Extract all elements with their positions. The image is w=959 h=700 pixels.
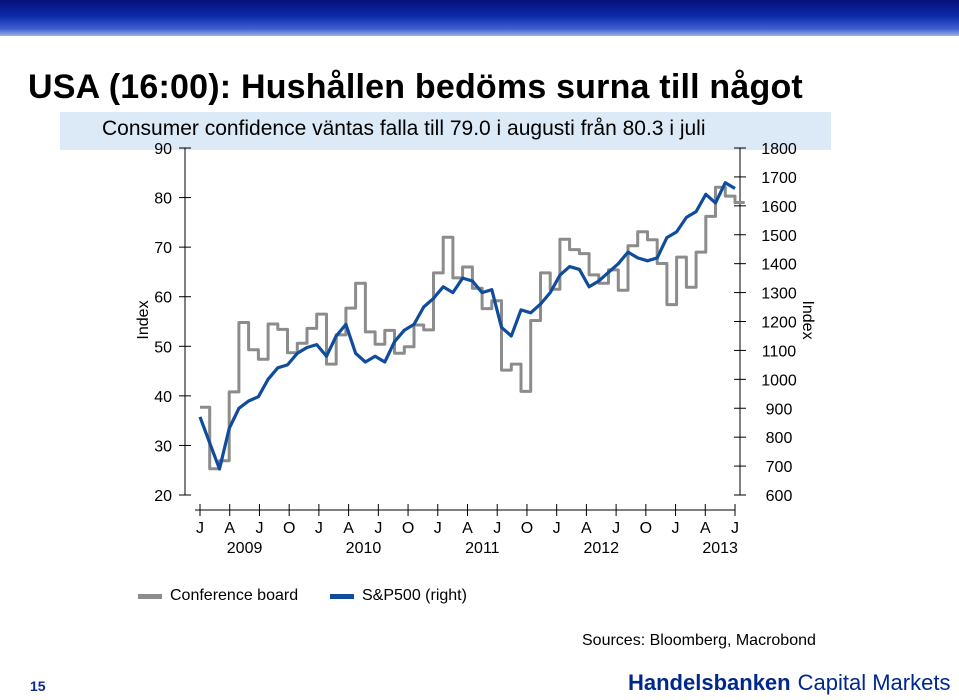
series-line-conference-board <box>200 185 745 471</box>
left-axis-label: Index <box>135 300 152 339</box>
x-tick-label: J <box>612 520 620 537</box>
right-axis: 600 700 800 900 1000 1100 1200 1300 1400 1500 1600… <box>734 141 797 505</box>
right-tick-label: 900 <box>766 401 793 418</box>
year-label: 2010 <box>346 540 382 557</box>
left-tick-label: 70 <box>154 240 172 257</box>
legend-swatch-conference-board <box>138 593 162 599</box>
x-tick-label: A <box>343 520 354 537</box>
x-tick-label: J <box>434 520 442 537</box>
right-tick-label: 1100 <box>762 343 797 360</box>
right-tick-label: 1800 <box>761 141 797 158</box>
subtitle-box <box>60 112 831 150</box>
right-tick-label: 1300 <box>761 286 797 303</box>
left-tick-label: 60 <box>154 290 172 307</box>
x-tick-label: J <box>493 520 501 537</box>
x-axis: J A J O J A J O J A J O J A J O J A J 2009 2010 2011 2012 2013 <box>195 504 739 557</box>
x-tick-label: O <box>640 520 652 537</box>
brand-name: Handelsbanken <box>628 670 791 695</box>
year-label: 2011 <box>465 540 500 557</box>
brand-subtitle: Capital Markets <box>797 670 951 695</box>
legend-label-conference-board: Conference board <box>170 587 299 604</box>
x-tick-label: O <box>402 520 414 537</box>
left-axis: 20 30 40 50 60 70 80 90 <box>154 141 191 505</box>
x-tick-label: O <box>521 520 533 537</box>
x-tick-label: A <box>462 520 473 537</box>
x-tick-label: J <box>315 520 323 537</box>
right-tick-label: 700 <box>766 459 793 476</box>
year-label: 2012 <box>583 540 619 557</box>
sources-note: Sources: Bloomberg, Macrobond <box>582 632 816 649</box>
x-tick-label: O <box>283 520 295 537</box>
right-tick-label: 1700 <box>761 170 797 187</box>
right-axis-label: Index <box>799 300 816 339</box>
left-tick-label: 20 <box>154 488 172 505</box>
right-tick-label: 600 <box>766 488 793 505</box>
x-tick-label: A <box>700 520 711 537</box>
right-tick-label: 800 <box>766 430 793 447</box>
slide-title: USA (16:00): Hushållen bedöms surna till… <box>28 68 803 106</box>
right-tick-label: 1400 <box>761 257 797 274</box>
right-tick-label: 1000 <box>761 372 797 389</box>
x-tick-label: A <box>581 520 592 537</box>
left-tick-label: 40 <box>154 389 172 406</box>
left-tick-label: 90 <box>154 141 172 158</box>
series-group <box>198 181 745 471</box>
x-tick-label: J <box>374 520 382 537</box>
legend-sp500: S&P500 (right) <box>330 587 467 605</box>
legend-conference-board: Conference board <box>138 587 298 605</box>
brand-logo: Handelsbanken Capital Markets <box>628 670 950 696</box>
legend-swatch-sp500 <box>330 593 354 599</box>
year-label: 2009 <box>227 540 263 557</box>
x-tick-label: J <box>196 520 204 537</box>
right-tick-label: 1200 <box>761 315 797 332</box>
year-label: 2013 <box>702 540 738 557</box>
x-tick-label: J <box>553 520 561 537</box>
series-line-sp500 <box>198 181 736 471</box>
left-tick-label: 80 <box>154 191 172 208</box>
legend-label-sp500: S&P500 (right) <box>362 587 467 604</box>
right-tick-label: 1500 <box>761 228 797 245</box>
right-tick-label: 1600 <box>761 199 797 216</box>
page-number: 15 <box>30 678 46 694</box>
left-tick-label: 50 <box>154 339 172 356</box>
left-tick-label: 30 <box>154 438 172 455</box>
slide-subtitle: Consumer confidence väntas falla till 79… <box>102 117 706 140</box>
x-tick-label: J <box>731 520 739 537</box>
x-tick-label: J <box>672 520 680 537</box>
x-tick-label: J <box>255 520 263 537</box>
top-banner <box>0 0 959 36</box>
x-tick-label: A <box>224 520 235 537</box>
